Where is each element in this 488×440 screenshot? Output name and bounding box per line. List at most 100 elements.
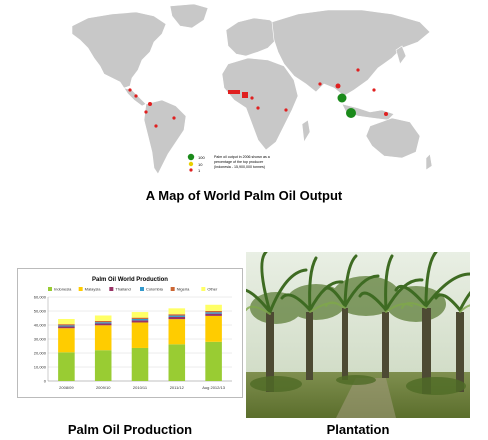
chart-bar-segment — [94, 322, 112, 324]
marker-india — [318, 82, 322, 86]
greenland-land — [169, 3, 209, 29]
chart-legend-label: Nigeria — [177, 287, 190, 292]
chart-y-tick-label: 50,000 — [34, 309, 47, 314]
chart-legend: Indonesia Malaysia Thailand Colombia Nigeria… — [48, 287, 218, 292]
producer-markers — [128, 68, 388, 128]
chart-bar-segment — [205, 310, 222, 313]
legend-swatch-100 — [187, 153, 195, 161]
chart-bar-segment — [168, 308, 186, 315]
chart-bars — [58, 304, 222, 381]
north-america-land — [71, 11, 167, 89]
legend-swatch-10 — [188, 161, 194, 167]
chart-legend-label: Thailand — [115, 287, 130, 292]
marker-cameroon — [250, 96, 254, 100]
chart-legend-label: Malaysia — [85, 287, 102, 292]
chart-bar-segment — [205, 313, 222, 316]
marker-ecuador — [144, 110, 148, 114]
chart-legend-label: Colombia — [146, 287, 164, 292]
map-caption: A Map of World Palm Oil Output — [145, 188, 343, 203]
chart-y-tick-label: 60,000 — [34, 295, 47, 300]
chart-y-tick-label: 0 — [44, 379, 47, 384]
marker-kenya — [284, 108, 288, 112]
chart-bar-segment — [168, 344, 186, 381]
chart-y-tick-label: 10,000 — [34, 365, 47, 370]
legend-desc-line1: Palm oil output in 2006 shown as a — [214, 155, 270, 159]
chart-y-tick-label: 30,000 — [34, 337, 47, 342]
chart-legend-swatch — [48, 287, 52, 291]
world-palm-oil-map: 100 10 1 Palm oil output in 2006 shown a… — [58, 0, 440, 180]
chart-legend-label: Other — [207, 287, 218, 292]
chart-x-tick-label: 2010/11 — [133, 385, 148, 390]
chart-title: Palm Oil World Production — [92, 277, 168, 283]
map-legend: 100 10 1 Palm oil output in 2006 shown a… — [187, 153, 270, 173]
palm-fronds-light — [246, 301, 470, 315]
marker-colombia — [148, 102, 152, 106]
chart-bar-segment — [58, 318, 75, 325]
chart-bar-segment — [131, 322, 149, 348]
plantation-photo — [246, 252, 470, 418]
chart-bar-segment — [205, 341, 222, 381]
marker-central-america — [134, 94, 138, 98]
chart-bar-segment — [205, 312, 222, 314]
chart-bar-segment — [94, 325, 112, 351]
chart-caption: Palm Oil Production — [67, 422, 193, 437]
japan-land — [395, 45, 407, 65]
chart-bar-segment — [58, 324, 75, 326]
chart-bar-segment — [131, 312, 149, 318]
chart-y-tick-label: 40,000 — [34, 323, 47, 328]
chart-bar-segment — [94, 323, 112, 326]
chart-x-tick-label: Aug 2012/13 — [202, 385, 225, 390]
marker-philippines — [372, 88, 376, 92]
chart-legend-label: Indonesia — [54, 287, 72, 292]
chart-x-tick-label: 2009/10 — [96, 385, 111, 390]
chart-bar-segment — [94, 350, 112, 381]
chart-bar-segment — [131, 320, 149, 323]
chart-bar-segment — [58, 352, 75, 381]
marker-honduras — [128, 88, 132, 92]
legend-label-10: 10 — [198, 162, 203, 167]
chart-bar-segment — [131, 347, 149, 381]
chart-bar-segment — [58, 328, 75, 353]
marker-indonesia — [346, 108, 356, 118]
africa-land — [221, 57, 299, 151]
marker-peru — [154, 124, 158, 128]
australia-land — [365, 117, 421, 159]
photo-caption: Plantation — [326, 422, 390, 437]
land-masses — [71, 3, 433, 175]
chart-legend-swatch — [140, 287, 144, 291]
south-america-land — [143, 99, 187, 175]
marker-drc — [256, 106, 260, 110]
madagascar-land — [301, 119, 311, 143]
chart-bar-segment — [94, 320, 112, 323]
marker-png — [384, 112, 388, 116]
marker-cluster-west-africa — [228, 90, 240, 94]
chart-bar-segment — [131, 317, 149, 319]
chart-bar-segment — [168, 316, 186, 320]
chart-legend-swatch — [201, 287, 206, 291]
marker-thailand — [335, 83, 341, 89]
chart-bar-segment — [168, 319, 186, 345]
chart-bar-segment — [168, 315, 186, 317]
chart-bar-segment — [94, 315, 112, 321]
chart-x-ticks: 2008/09 2009/10 2010/11 2011/12 Aug 2012/13 — [59, 385, 226, 390]
palm-fronds — [246, 252, 470, 314]
chart-x-tick-label: 2011/12 — [170, 385, 185, 390]
chart-bar-segment — [58, 325, 75, 327]
chart-x-tick-label: 2008/09 — [59, 385, 74, 390]
chart-bar-segment — [205, 315, 222, 342]
marker-cluster-nigeria — [242, 92, 248, 98]
asia-land — [271, 9, 431, 97]
chart-legend-swatch — [78, 287, 83, 291]
undergrowth — [250, 375, 466, 395]
chart-bar-segment — [58, 326, 75, 329]
legend-label-1: 1 — [198, 168, 201, 173]
marker-malaysia — [337, 93, 347, 103]
chart-legend-swatch — [109, 287, 114, 291]
chart-bar-segment — [168, 314, 186, 316]
photo-path — [336, 378, 396, 418]
world-map-image: 100 10 1 Palm oil output in 2006 shown a… — [71, 3, 433, 175]
plantation-photo-image — [246, 252, 470, 418]
legend-desc-line2: percentage of the top producer — [214, 160, 264, 164]
marker-china — [356, 68, 360, 72]
chart-bar-segment — [131, 318, 149, 321]
